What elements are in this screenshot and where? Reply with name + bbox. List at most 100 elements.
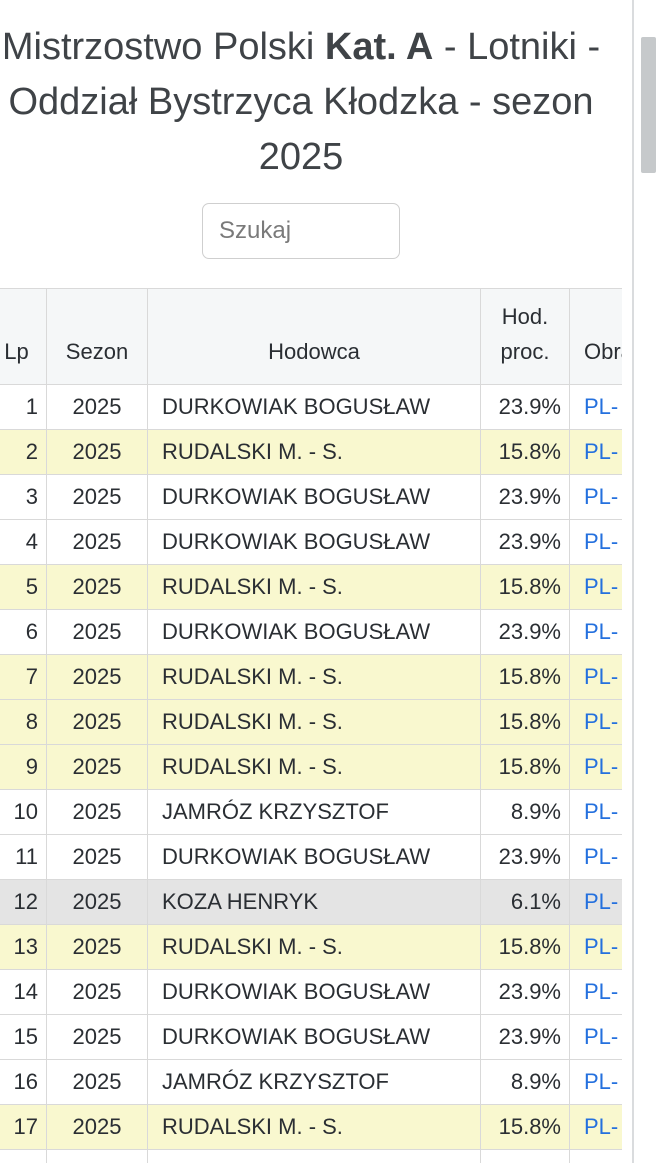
cell-hodowca: RUDALSKI M. - S. [147,654,481,700]
cell-obraczka: PL- [569,1059,622,1105]
ring-link[interactable]: PL- [584,1024,619,1049]
cell-lp: 8 [0,699,47,745]
cell-sezon: 2025 [46,384,148,430]
ring-link[interactable]: PL- [584,664,619,689]
ring-link[interactable]: PL- [584,574,619,599]
ring-link[interactable]: PL- [584,439,619,464]
cell-lp: 3 [0,474,47,520]
table-row: 13 2025 RUDALSKI M. - S. 15.8% PL- [0,924,622,970]
search-input[interactable] [202,203,400,259]
table-row: 15 2025 DURKOWIAK BOGUSŁAW 23.9% PL- [0,1014,622,1060]
ring-link[interactable]: PL- [584,844,619,869]
table-row: 8 2025 RUDALSKI M. - S. 15.8% PL- [0,699,622,745]
table-row: 14 2025 DURKOWIAK BOGUSŁAW 23.9% PL- [0,969,622,1015]
cell-hod-proc: 23.9% [480,384,570,430]
cell-obraczka: PL- [569,879,622,925]
table-row: 10 2025 JAMRÓZ KRZYSZTOF 8.9% PL- [0,789,622,835]
cell-hodowca: KOZA HENRYK [147,879,481,925]
cell-sezon: 2025 [46,519,148,565]
ring-link[interactable]: PL- [584,619,619,644]
cell-lp: 12 [0,879,47,925]
cell-lp: 10 [0,789,47,835]
cell-lp: 13 [0,924,47,970]
cell-hod-proc: 15.8% [480,429,570,475]
ring-link[interactable]: PL- [584,979,619,1004]
cell-sezon: 2025 [46,879,148,925]
cell-sezon: 2025 [46,564,148,610]
cell-lp: 7 [0,654,47,700]
cell-obraczka: PL- [569,1014,622,1060]
cell-obraczka: PL- [569,744,622,790]
table-row: 7 2025 RUDALSKI M. - S. 15.8% PL- [0,654,622,700]
cell-hod-proc: 15.8% [480,654,570,700]
page-title: Mistrzostwo Polski Kat. A - Lotniki - Od… [0,20,602,185]
table-row: 4 2025 DURKOWIAK BOGUSŁAW 23.9% PL- [0,519,622,565]
cell-hodowca: DURKOWIAK BOGUSŁAW [147,609,481,655]
ring-link[interactable]: PL- [584,484,619,509]
ring-link[interactable]: PL- [584,799,619,824]
cell-hodowca: DURKOWIAK BOGUSŁAW [147,519,481,565]
column-header-sezon[interactable]: Sezon [46,288,148,385]
cell-sezon: 2025 [46,429,148,475]
page-title-category: Kat. A [324,26,434,68]
cell-hod-proc: 8.9% [480,1059,570,1105]
column-header-obraczka[interactable]: Obrączka [569,288,622,385]
cell-hodowca: DURKOWIAK BOGUSŁAW [147,1014,481,1060]
table-row: 1 2025 DURKOWIAK BOGUSŁAW 23.9% PL- [0,384,622,430]
results-table: Lp Sezon Hodowca Hod. proc. Obrączka 1 2… [0,288,622,1163]
cell-obraczka: PL- [569,519,622,565]
cell-sezon: 2025 [46,474,148,520]
header-block: Mistrzostwo Polski Kat. A - Lotniki - Od… [0,20,602,259]
cell-hod-proc: 23.9% [480,969,570,1015]
ring-link[interactable]: PL- [584,889,619,914]
cell-hodowca: DURKOWIAK BOGUSŁAW [147,834,481,880]
ring-link[interactable]: PL- [584,709,619,734]
results-table-container: Lp Sezon Hodowca Hod. proc. Obrączka 1 2… [0,288,622,1163]
vertical-scrollbar-thumb[interactable] [641,37,656,173]
cell-obraczka: PL- [569,789,622,835]
cell-hod-proc: 15.8% [480,924,570,970]
cell-obraczka: PL- [569,564,622,610]
page-title-suffix: - Lotniki - Oddział Bystrzyca Kłodzka - … [8,26,601,178]
cell-obraczka: PL- [569,384,622,430]
cell-hodowca: RUDALSKI M. - S. [147,429,481,475]
cell-lp: 1 [0,384,47,430]
ring-link[interactable]: PL- [584,754,619,779]
cell-hod-proc: 23.9% [480,474,570,520]
cell-obraczka: PL- [569,699,622,745]
cell-hod-proc: 23.9% [480,609,570,655]
ring-link[interactable]: PL- [584,394,619,419]
results-table-header: Lp Sezon Hodowca Hod. proc. Obrączka [0,288,622,385]
cell-lp: 9 [0,744,47,790]
cell-obraczka: PL- [569,609,622,655]
ring-link[interactable]: PL- [584,1114,619,1139]
cell-sezon: 2025 [46,654,148,700]
cell-lp: 11 [0,834,47,880]
table-row: 5 2025 RUDALSKI M. - S. 15.8% PL- [0,564,622,610]
cell-lp: 14 [0,969,47,1015]
table-row: 9 2025 RUDALSKI M. - S. 15.8% PL- [0,744,622,790]
cell-hodowca: RUDALSKI M. - S. [147,699,481,745]
column-header-hodowca[interactable]: Hodowca [147,288,481,385]
cell-sezon: 2025 [46,1059,148,1105]
cell-hodowca: DURKOWIAK BOGUSŁAW [147,384,481,430]
ring-link[interactable]: PL- [584,529,619,554]
ring-link[interactable]: PL- [584,1069,619,1094]
cell-hodowca: RUDALSKI M. - S. [147,744,481,790]
ring-link[interactable]: PL- [584,934,619,959]
cell-obraczka: PL- [569,474,622,520]
cell-sezon: 2025 [46,1104,148,1150]
cell-hod-proc: 8.9% [480,789,570,835]
page-title-prefix: Mistrzostwo Polski [1,26,325,68]
cell-hod-proc: 15.8% [480,699,570,745]
cell-sezon: 2025 [46,789,148,835]
cell-hod-proc: 23.9% [480,519,570,565]
cell-hodowca: DURKOWIAK BOGUSŁAW [147,474,481,520]
cell-hodowca: RUDALSKI M. - S. [147,924,481,970]
column-header-lp[interactable]: Lp [0,288,47,385]
results-tbody: 1 2025 DURKOWIAK BOGUSŁAW 23.9% PL- 2 20… [0,384,622,1163]
cell-hodowca: RUDALSKI M. - S. [147,564,481,610]
column-header-hod-proc[interactable]: Hod. proc. [480,288,570,385]
cell-hodowca: JAMRÓZ KRZYSZTOF [147,789,481,835]
cell-hod-proc: 15.8% [480,1104,570,1150]
